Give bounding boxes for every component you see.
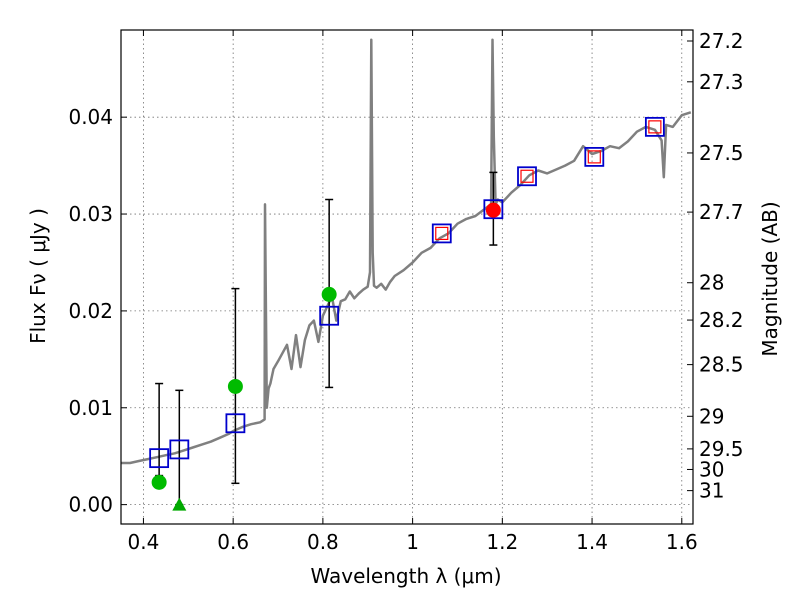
x-tick-label: 1 <box>406 530 419 554</box>
model-photometry-square <box>319 305 340 326</box>
magnitude-tick-label: 27.5 <box>699 141 744 165</box>
model-photometry-square <box>483 199 504 220</box>
x-tick-label: 1.4 <box>576 530 608 554</box>
magnitude-tick-label: 27.3 <box>699 70 744 94</box>
magnitude-axis-label: Magnitude (AB) <box>758 201 782 356</box>
x-tick-label: 1.6 <box>666 530 698 554</box>
observed-detection-point <box>227 378 243 394</box>
axes-frame <box>120 29 694 525</box>
ir-model-square <box>587 150 601 164</box>
y-tick-label: 0.00 <box>68 493 113 517</box>
magnitude-tick-label: 29 <box>699 404 724 428</box>
model-photometry-square <box>149 448 170 469</box>
y-axis-label: Flux Fν ( μJy ) <box>26 208 50 344</box>
observed-detection-point <box>151 474 167 490</box>
y-tick-label: 0.01 <box>68 396 113 420</box>
model-photometry-square <box>644 116 665 137</box>
magnitude-tick-label: 27.2 <box>699 29 744 53</box>
ir-model-square <box>435 226 449 241</box>
x-tick-label: 1.2 <box>486 530 518 554</box>
x-tick-label: 0.8 <box>307 530 339 554</box>
model-photometry-square <box>517 166 537 187</box>
x-tick-label: 0.4 <box>128 530 160 554</box>
ir-model-square <box>648 120 662 134</box>
x-tick-label: 0.6 <box>217 530 249 554</box>
observed-detection-point <box>321 286 337 302</box>
upper-limit-triangle <box>172 497 187 511</box>
x-axis-label: Wavelength λ (μm) <box>310 564 501 588</box>
magnitude-tick-label: 27.7 <box>699 200 744 224</box>
plot-area <box>121 38 692 511</box>
model-photometry-square <box>225 413 246 434</box>
model-photometry-square <box>431 223 452 244</box>
grid-lines <box>121 30 693 524</box>
magnitude-tick-label: 29.5 <box>699 437 744 461</box>
magnitude-tick-label: 28 <box>699 271 724 295</box>
magnitude-tick-label: 28.2 <box>699 308 744 332</box>
model-photometry-square <box>584 146 605 167</box>
y-tick-label: 0.02 <box>68 299 113 323</box>
y-tick-label: 0.03 <box>68 202 113 226</box>
observed-ir-point <box>485 202 501 218</box>
model-photometry-square <box>169 439 190 460</box>
magnitude-tick-label: 31 <box>699 479 724 503</box>
magnitude-tick-label: 30 <box>699 457 724 481</box>
plot-clip-group <box>121 38 692 511</box>
sed-model-line <box>121 38 692 465</box>
ir-model-square <box>520 169 534 183</box>
magnitude-tick-label: 28.5 <box>699 353 744 377</box>
axes: 0.4 0.6 0.8 1 1.2 1.4 1.6 0.00 0.01 0.02 0.03 0.04 2… <box>68 29 743 554</box>
y-tick-label: 0.04 <box>68 105 113 129</box>
